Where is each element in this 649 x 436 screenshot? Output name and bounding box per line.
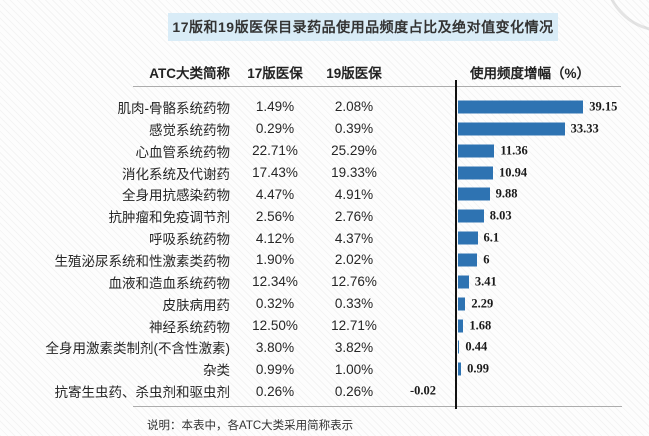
delta-bar: [458, 275, 469, 289]
table-row: 全身用抗感染药物 4.47% 4.91% 9.88: [0, 183, 649, 205]
v19-cell: 12.76%: [331, 274, 377, 290]
v19-cell: 4.37%: [334, 230, 374, 246]
table-row: 抗寄生虫药、杀虫剂和驱虫剂 0.26% 0.26% -0.02: [0, 380, 649, 402]
v19-cell: 2.76%: [334, 208, 374, 224]
delta-value-label: 10.94: [499, 165, 528, 179]
table-row: 呼吸系统药物 4.12% 4.37% 6.1: [0, 227, 649, 249]
delta-bar: [458, 362, 462, 376]
delta-value-label: 0.99: [467, 361, 490, 376]
delta-value-label: -0.02: [409, 383, 436, 398]
bar-axis-line: [455, 80, 457, 409]
category-cell: 肌肉-骨骼系统药物: [117, 100, 231, 116]
delta-value-label: 8.03: [489, 208, 512, 223]
v19-cell: 12.71%: [331, 318, 377, 334]
table-row: 心血管系统药物 22.71% 25.29% 11.36: [0, 140, 649, 162]
category-cell: 杂类: [203, 363, 230, 379]
table-row: 全身用激素类制剂(不含性激素) 3.80% 3.82% 0.44: [0, 336, 649, 358]
v17-cell: 0.32%: [255, 296, 295, 312]
delta-bar: [458, 231, 478, 245]
v17-cell: 1.90%: [255, 252, 295, 268]
table-row: 血液和造血系统药物 12.34% 12.76% 3.41: [0, 271, 649, 293]
table-row: 感觉系统药物 0.29% 0.39% 33.33: [0, 118, 649, 140]
v19-cell: 2.08%: [334, 99, 374, 115]
delta-value-label: 39.15: [589, 99, 618, 114]
category-cell: 生殖泌尿系统和性激素类药物: [54, 253, 231, 269]
category-cell: 抗肿瘤和免疫调节剂: [108, 210, 231, 226]
v17-cell: 12.34%: [252, 274, 298, 290]
delta-value-label: 9.88: [495, 186, 518, 201]
delta-value-label: 33.33: [570, 121, 599, 136]
chart-title: 17版和19版医保目录药品使用品频度占比及绝对值变化情况: [168, 13, 558, 41]
category-cell: 皮肤病用药: [162, 297, 231, 313]
v19-cell: 0.39%: [334, 121, 374, 137]
v17-cell: 3.80%: [255, 339, 295, 355]
header-rule: [133, 86, 621, 87]
chart-title-text: 17版和19版医保目录药品使用品频度占比及绝对值变化情况: [172, 19, 554, 35]
v19-cell: 0.26%: [334, 383, 374, 399]
delta-value-label: 6.1: [483, 230, 500, 245]
delta-value-label: 2.29: [471, 296, 494, 311]
v17-cell: 4.47%: [255, 186, 295, 202]
category-cell: 抗寄生虫药、杀虫剂和驱虫剂: [54, 385, 231, 401]
delta-value-label: 11.36: [500, 143, 528, 158]
v19-cell: 0.33%: [334, 296, 374, 312]
category-cell: 心血管系统药物: [135, 144, 231, 160]
v17-cell: 17.43%: [252, 165, 298, 180]
faint-stamp-watermark: [604, 0, 649, 32]
delta-bar: [458, 209, 484, 223]
delta-bar: [458, 122, 565, 136]
delta-value-label: 0.44: [465, 339, 488, 354]
v17-cell: 0.29%: [255, 121, 295, 137]
v19-cell: 25.29%: [331, 143, 377, 159]
delta-bar: [458, 297, 466, 311]
delta-bar: [458, 319, 464, 333]
v19-cell: 19.33%: [331, 165, 377, 180]
v19-cell: 3.82%: [334, 339, 374, 355]
category-cell: 消化系统及代谢药: [122, 166, 230, 182]
v17-cell: 0.99%: [255, 361, 295, 377]
category-cell: 全身用抗感染药物: [122, 188, 230, 204]
delta-bar: [458, 100, 584, 114]
footnote: 说明：本表中，各ATC大类采用简称表示: [147, 420, 354, 432]
v19-cell: 2.02%: [334, 252, 374, 268]
v19-cell: 1.00%: [334, 361, 374, 377]
column-header-delta: 使用频度增幅（%）: [469, 66, 590, 81]
v19-cell: 4.91%: [334, 186, 374, 202]
table-rows: 肌肉-骨骼系统药物 1.49% 2.08% 39.15 感觉系统药物 0.29%…: [0, 96, 649, 402]
delta-value-label: 1.68: [469, 318, 492, 333]
delta-value-label: 6: [483, 252, 490, 267]
delta-bar: [458, 253, 478, 267]
v17-cell: 2.56%: [255, 208, 295, 224]
column-header-category: ATC大类简称: [149, 66, 230, 81]
table-row: 杂类 0.99% 1.00% 0.99: [0, 358, 649, 380]
table-row: 皮肤病用药 0.32% 0.33% 2.29: [0, 293, 649, 315]
v17-cell: 4.12%: [255, 230, 295, 246]
v17-cell: 1.49%: [255, 99, 295, 115]
v17-cell: 0.26%: [255, 383, 295, 399]
category-cell: 全身用激素类制剂(不含性激素): [45, 341, 231, 357]
delta-value-label: 3.41: [474, 274, 497, 289]
category-cell: 神经系统药物: [149, 319, 230, 335]
delta-bar: [458, 187, 490, 201]
delta-bar: [458, 144, 495, 158]
table-row: 肌肉-骨骼系统药物 1.49% 2.08% 39.15: [0, 96, 649, 118]
table-row: 消化系统及代谢药 17.43% 19.33% 10.94: [0, 162, 649, 184]
v17-cell: 22.71%: [252, 143, 298, 159]
footer-rule: [133, 406, 622, 407]
table-row: 神经系统药物 12.50% 12.71% 1.68: [0, 315, 649, 337]
delta-bar: [458, 166, 493, 179]
column-header-v17: 17版医保: [247, 66, 303, 81]
table-row: 抗肿瘤和免疫调节剂 2.56% 2.76% 8.03: [0, 205, 649, 227]
category-cell: 呼吸系统药物: [149, 232, 230, 248]
table-row: 生殖泌尿系统和性激素类药物 1.90% 2.02% 6: [0, 249, 649, 271]
delta-bar: [458, 340, 460, 354]
category-cell: 血液和造血系统药物: [108, 275, 231, 291]
category-cell: 感觉系统药物: [149, 122, 230, 138]
column-header-v19: 19版医保: [326, 66, 382, 81]
v17-cell: 12.50%: [252, 318, 298, 334]
